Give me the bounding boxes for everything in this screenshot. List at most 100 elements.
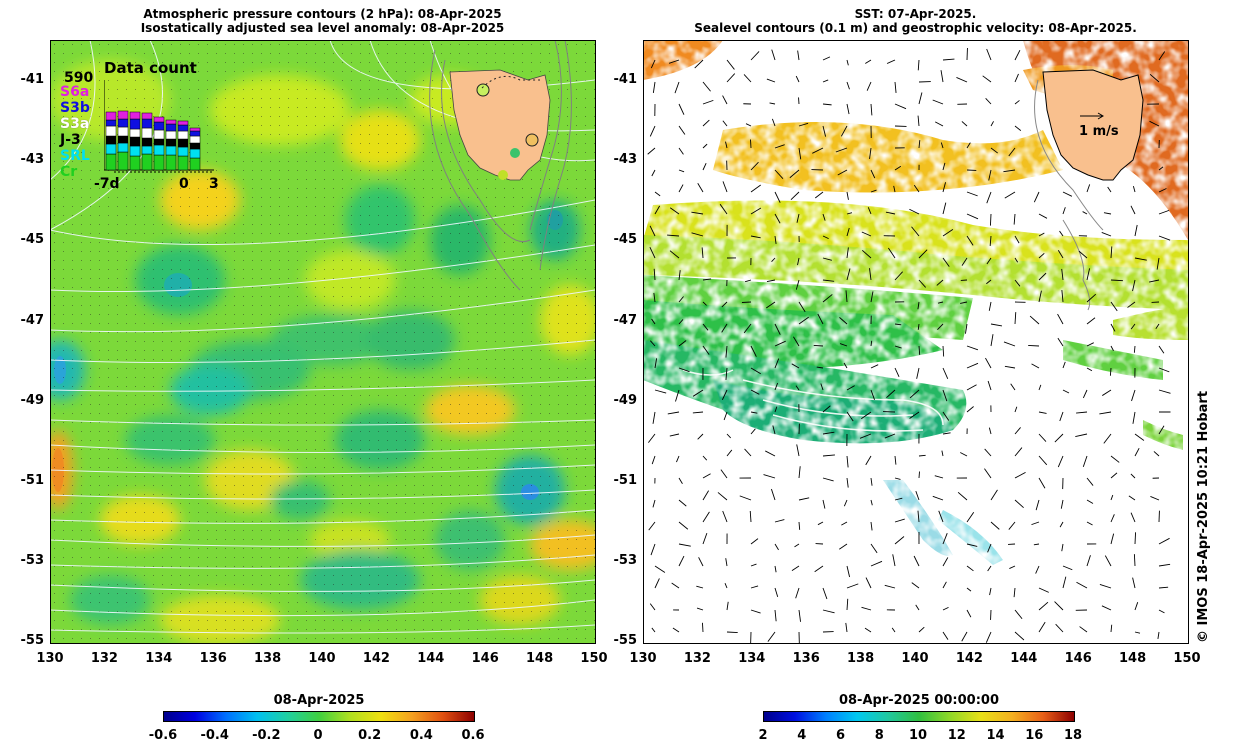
- velocity-arrow: [649, 125, 656, 137]
- velocity-arrow: [865, 577, 872, 589]
- velocity-arrow: [845, 622, 848, 633]
- velocity-arrow: [725, 558, 728, 567]
- velocity-arrow: [1158, 609, 1165, 614]
- velocity-arrow: [989, 213, 992, 226]
- lon-tick-right: 130: [629, 651, 657, 666]
- velocity-arrow: [750, 161, 759, 171]
- inset-title: Data count: [104, 59, 197, 77]
- velocity-arrow: [702, 473, 711, 479]
- velocity-arrow: [1038, 384, 1042, 391]
- velocity-arrow: [894, 165, 902, 171]
- velocity-arrow: [894, 477, 901, 480]
- velocity-arrow: [893, 185, 896, 193]
- velocity-arrow: [846, 191, 849, 200]
- velocity-arrow: [1054, 601, 1064, 611]
- velocity-arrow: [965, 323, 968, 334]
- velocity-arrow: [1156, 257, 1160, 270]
- velocity-arrow: [1132, 411, 1136, 424]
- velocity-arrow: [771, 118, 776, 127]
- velocity-arrow: [1099, 584, 1112, 589]
- velocity-arrow: [1061, 268, 1064, 281]
- velocity-arrow: [1130, 205, 1136, 215]
- velocity-arrow: [966, 511, 975, 523]
- sla-map: Data count 590 S6a S3b S3a J-3 SRL Cr -7d 0 3: [50, 40, 595, 643]
- velocity-arrow: [822, 235, 829, 240]
- velocity-arrow: [1158, 367, 1170, 373]
- velocity-arrow: [835, 147, 848, 153]
- left-colorbar-tick: 0: [313, 728, 323, 743]
- velocity-arrow: [702, 301, 707, 306]
- velocity-arrow: [1103, 212, 1112, 215]
- velocity-arrow: [865, 59, 872, 64]
- velocity-arrow: [846, 227, 850, 237]
- velocity-arrow: [668, 59, 680, 64]
- velocity-arrow: [1082, 211, 1088, 215]
- velocity-arrow: [846, 598, 849, 611]
- velocity-arrow: [909, 208, 920, 215]
- velocity-arrow: [870, 560, 883, 567]
- velocity-arrow: [1109, 367, 1112, 376]
- velocity-arrow: [918, 140, 921, 149]
- velocity-arrow: [772, 425, 776, 435]
- lon-tick-left: 150: [580, 651, 608, 666]
- velocity-arrow: [846, 268, 851, 281]
- velocity-arrow: [1031, 363, 1040, 369]
- velocity-arrow: [960, 452, 968, 457]
- velocity-arrow: [697, 433, 704, 440]
- velocity-arrow: [934, 121, 944, 127]
- velocity-arrow: [771, 257, 776, 263]
- velocity-arrow: [846, 565, 851, 578]
- velocity-arrow: [1013, 587, 1016, 598]
- velocity-arrow: [649, 603, 656, 611]
- velocity-arrow: [869, 268, 872, 281]
- velocity-arrow: [861, 249, 872, 259]
- velocity-arrow: [739, 495, 752, 501]
- velocity-arrow: [750, 184, 761, 193]
- velocity-arrow: [1014, 427, 1021, 435]
- velocity-arrow: [701, 247, 704, 259]
- lon-tick-right: 142: [955, 651, 983, 666]
- velocity-arrow: [870, 364, 879, 369]
- velocity-arrow: [861, 606, 872, 611]
- velocity-arrow: [1082, 389, 1088, 399]
- velocity-arrow: [1014, 125, 1022, 132]
- velocity-arrow: [1062, 191, 1073, 197]
- lon-tick-left: 138: [254, 651, 282, 666]
- velocity-arrow: [942, 182, 947, 193]
- velocity-arrow: [1038, 213, 1048, 219]
- velocity-arrow: [846, 455, 849, 468]
- right-colorbar-tick: 6: [835, 728, 846, 743]
- velocity-arrow: [885, 211, 896, 215]
- velocity-arrow: [986, 279, 992, 285]
- lon-tick-left: 132: [90, 651, 118, 666]
- velocity-arrow: [649, 340, 656, 347]
- lon-tick-right: 138: [847, 651, 875, 666]
- velocity-arrow: [1038, 601, 1049, 611]
- velocity-arrow: [1128, 495, 1136, 501]
- velocity-arrow: [654, 389, 667, 394]
- velocity-arrow: [1062, 207, 1066, 215]
- velocity-arrow: [678, 543, 691, 547]
- velocity-arrow: [1110, 533, 1115, 545]
- velocity-arrow: [1132, 577, 1136, 589]
- velocity-arrow: [870, 103, 873, 116]
- velocity-arrow: [651, 455, 656, 465]
- velocity-arrow: [1062, 565, 1073, 571]
- velocity-arrow: [917, 301, 920, 310]
- velocity-arrow: [918, 471, 920, 479]
- velocity-arrow: [942, 257, 950, 267]
- velocity-arrow: [894, 518, 905, 523]
- velocity-arrow: [794, 543, 800, 548]
- histogram-bar-segment: [117, 110, 129, 120]
- velocity-arrow: [669, 433, 680, 437]
- velocity-arrow: [1158, 345, 1165, 354]
- velocity-arrow: [721, 389, 728, 400]
- velocity-arrow: [1158, 209, 1170, 215]
- velocity-arrow: [702, 81, 711, 92]
- velocity-arrow: [917, 323, 920, 330]
- velocity-arrow: [750, 563, 757, 567]
- velocity-arrow: [966, 191, 978, 197]
- velocity-arrow: [1133, 345, 1136, 353]
- velocity-arrow: [671, 582, 680, 589]
- velocity-arrow: [702, 455, 708, 461]
